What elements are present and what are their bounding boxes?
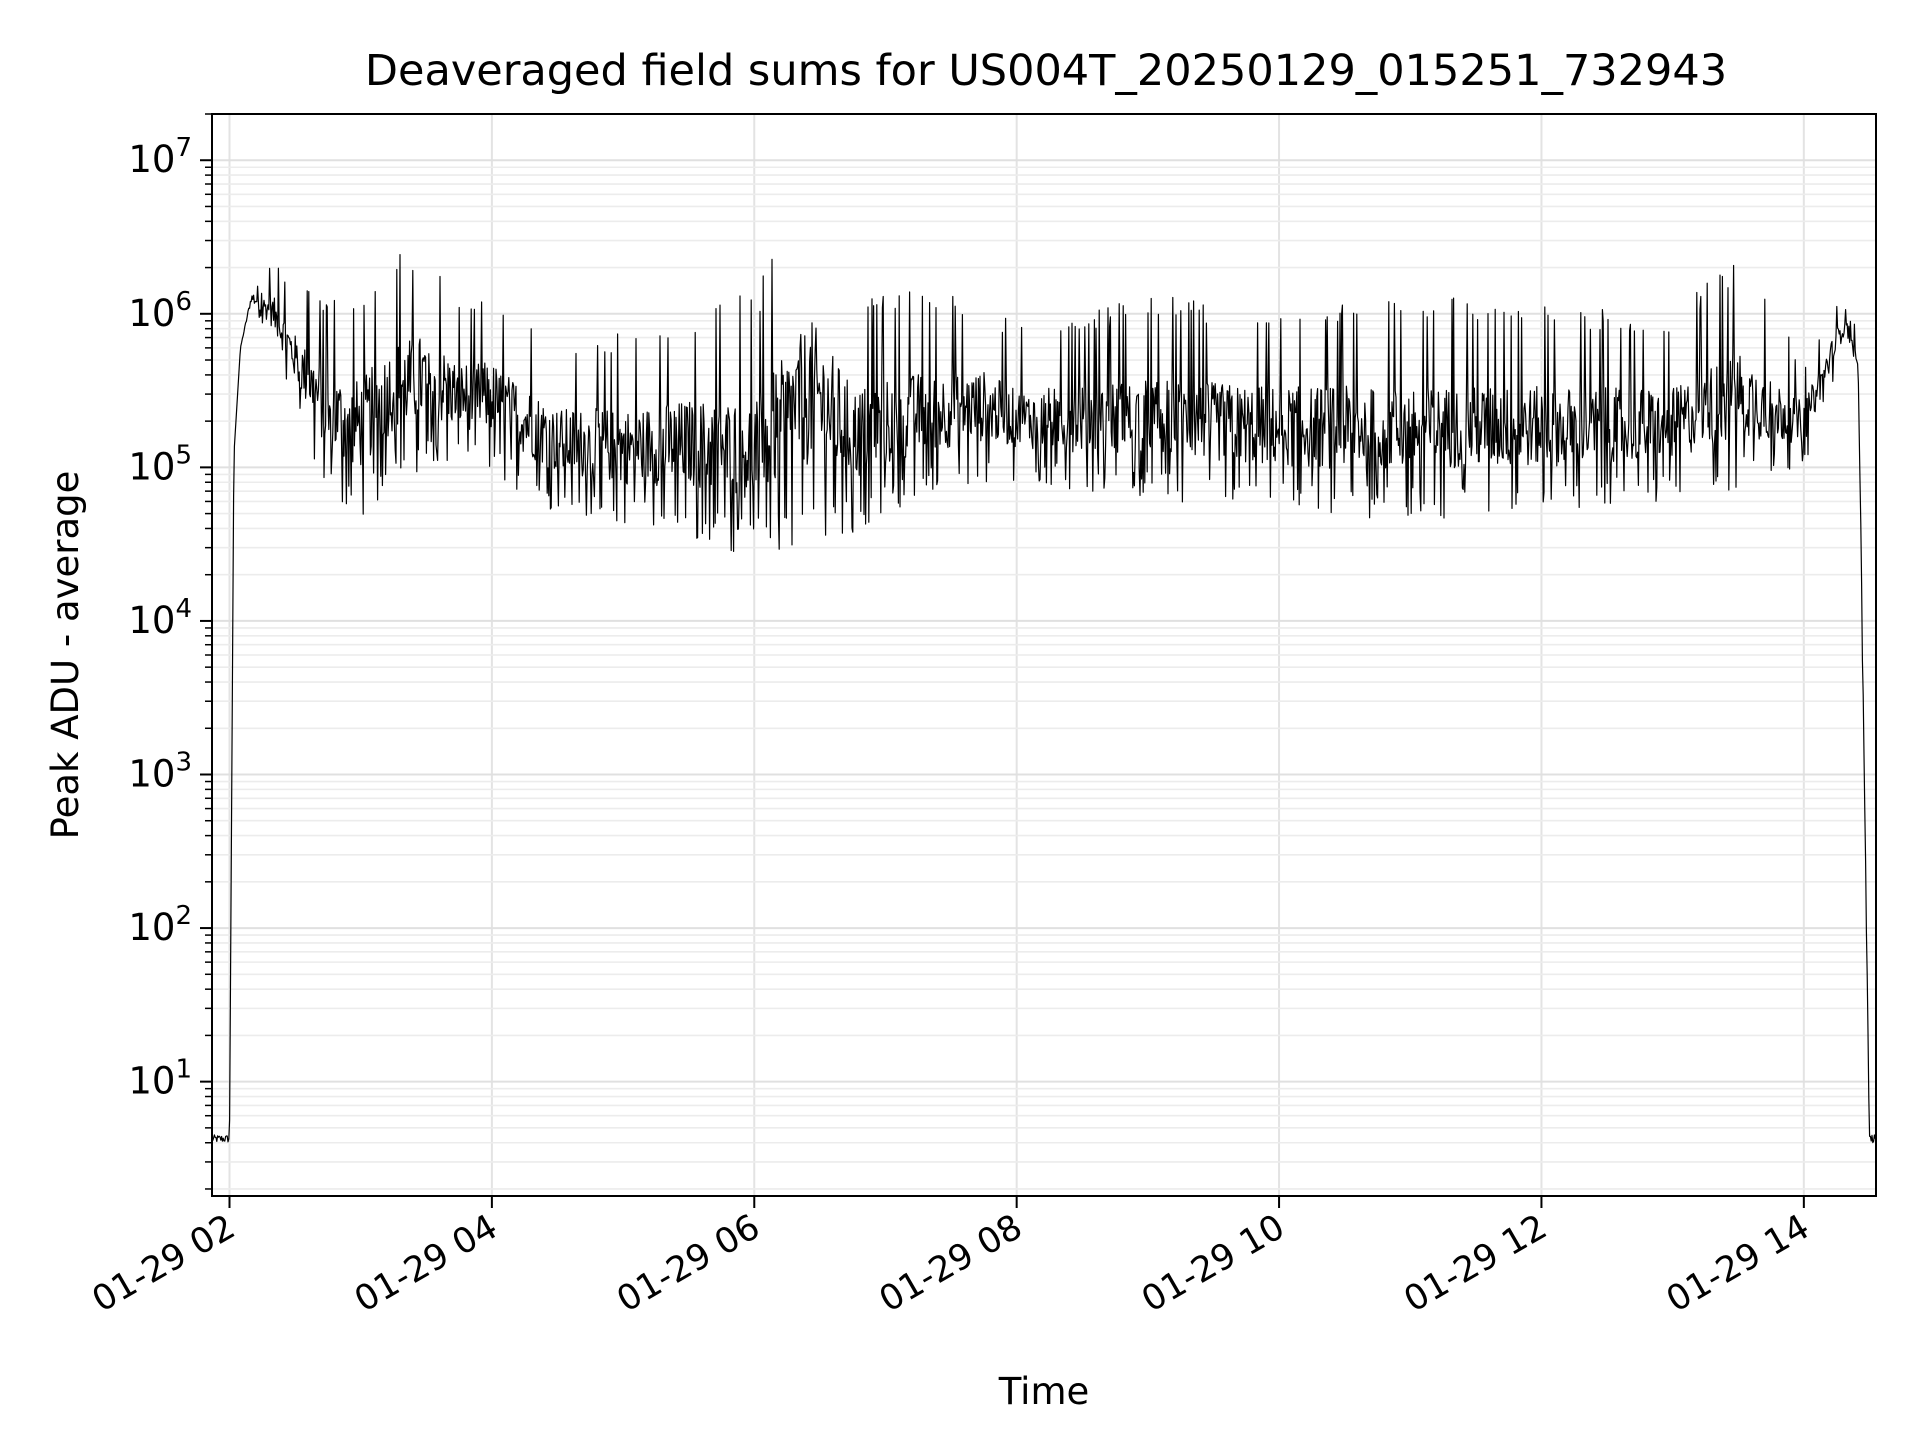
y-tick-label: 107 bbox=[128, 133, 192, 181]
series-line-0 bbox=[211, 254, 1877, 1144]
x-axis-label: Time bbox=[998, 1370, 1090, 1413]
y-tick-label: 103 bbox=[128, 747, 192, 795]
y-tick-label: 102 bbox=[128, 901, 192, 949]
y-axis: 101 102 103 104 105 106 107 bbox=[128, 113, 212, 1190]
y-tick-label: 104 bbox=[128, 594, 192, 642]
grid bbox=[212, 113, 1876, 1196]
y-tick-label: 101 bbox=[128, 1055, 192, 1103]
y-tick-label: 106 bbox=[128, 287, 192, 335]
y-tick-label: 105 bbox=[128, 440, 192, 488]
series-layer bbox=[211, 254, 1877, 1144]
chart-title: Deaveraged field sums for US004T_2025012… bbox=[365, 46, 1727, 96]
y-axis-label: Peak ADU - average bbox=[44, 471, 87, 840]
